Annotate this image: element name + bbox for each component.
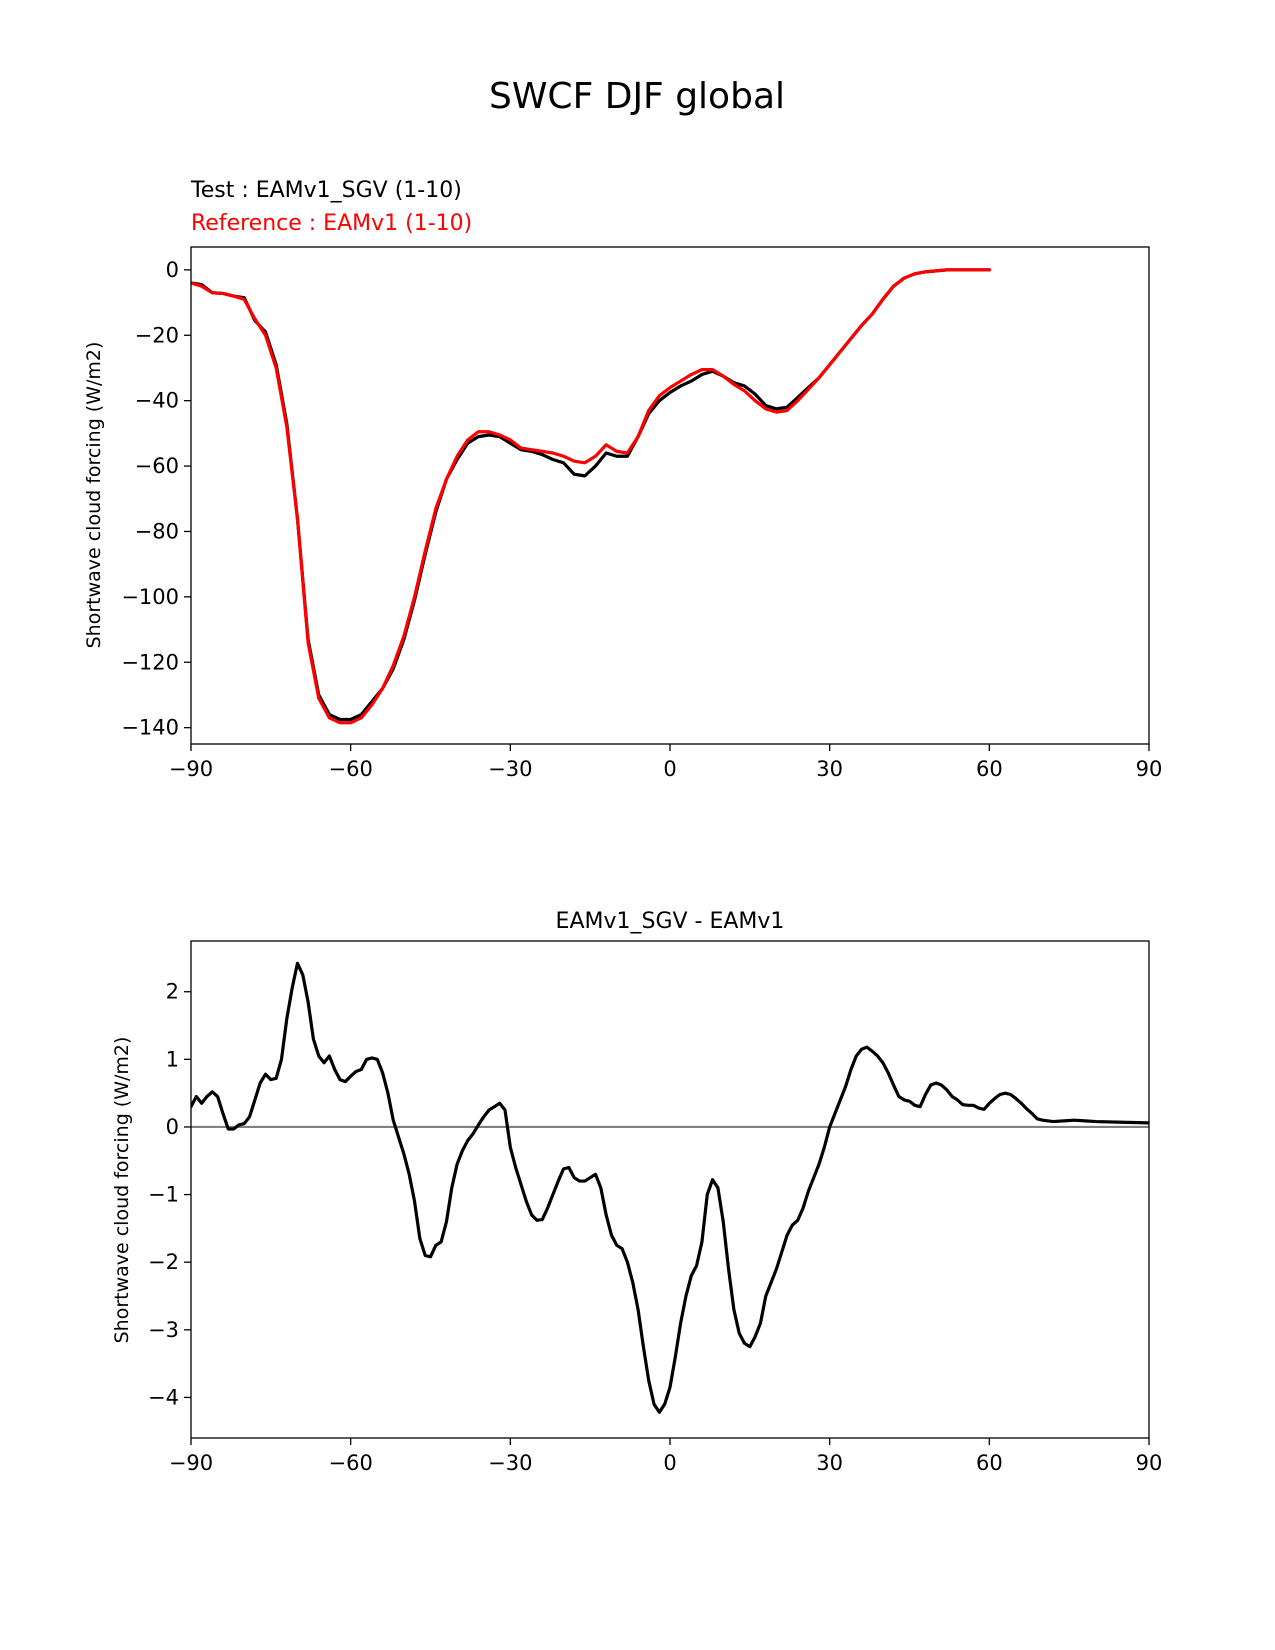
zonal-mean-x-axis: −90 −60 −30 0 30 60 90 xyxy=(169,744,1163,781)
difference-y-tick-label: −4 xyxy=(148,1385,179,1409)
figure-title: SWCF DJF global xyxy=(489,76,785,117)
difference-x-tick-label: 30 xyxy=(816,1451,843,1475)
zonal-mean-x-tick-label: −60 xyxy=(329,757,373,781)
difference-x-tick-label: 60 xyxy=(976,1451,1003,1475)
zonal-mean-panel: Test : EAMv1_SGV (1-10) Reference : EAMv… xyxy=(83,178,1162,781)
difference-x-tick-label: −60 xyxy=(329,1451,373,1475)
difference-x-axis: −90 −60 −30 0 30 60 90 xyxy=(169,1438,1163,1475)
zonal-mean-y-tick-label: −100 xyxy=(121,585,179,609)
zonal-mean-series xyxy=(191,268,991,725)
difference-x-tick-label: 0 xyxy=(663,1451,676,1475)
difference-y-tick-label: 1 xyxy=(166,1047,179,1071)
legend-test: Test : EAMv1_SGV (1-10) xyxy=(190,178,462,203)
difference-x-tick-label: −30 xyxy=(488,1451,532,1475)
zonal-mean-y-tick-label: −140 xyxy=(121,716,179,740)
zonal-mean-y-tick-label: −20 xyxy=(135,323,179,347)
zonal-mean-x-tick-label: 30 xyxy=(816,757,843,781)
zonal-mean-y-tick-label: −60 xyxy=(135,454,179,478)
zonal-mean-x-tick-label: −90 xyxy=(169,757,213,781)
zonal-mean-y-tick-label: −80 xyxy=(135,519,179,543)
difference-y-tick-label: 2 xyxy=(166,980,179,1004)
zonal-mean-series-line-1 xyxy=(191,268,991,725)
difference-y-tick-label: −2 xyxy=(148,1250,179,1274)
difference-y-tick-label: 0 xyxy=(166,1115,179,1139)
zonal-mean-x-tick-label: 0 xyxy=(663,757,676,781)
zonal-mean-y-tick-label: −120 xyxy=(121,650,179,674)
difference-panel: EAMv1_SGV - EAMv1 −90 −60 −30 0 30 60 90 2 1 0 −1… xyxy=(111,909,1162,1475)
difference-y-tick-label: −1 xyxy=(148,1183,179,1207)
difference-series-line-0 xyxy=(191,961,1149,1414)
difference-title: EAMv1_SGV - EAMv1 xyxy=(556,909,785,934)
difference-y-tick-label: −3 xyxy=(148,1318,179,1342)
difference-series xyxy=(191,961,1149,1414)
difference-y-axis: 2 1 0 −1 −2 −3 −4 xyxy=(148,980,191,1409)
difference-x-tick-label: −90 xyxy=(169,1451,213,1475)
zonal-mean-y-tick-label: −40 xyxy=(135,389,179,413)
zonal-mean-x-tick-label: 60 xyxy=(976,757,1003,781)
zonal-mean-y-axis-label: Shortwave cloud forcing (W/m2) xyxy=(83,342,105,649)
difference-x-tick-label: 90 xyxy=(1136,1451,1163,1475)
difference-y-axis-label: Shortwave cloud forcing (W/m2) xyxy=(111,1037,133,1344)
zonal-mean-x-tick-label: 90 xyxy=(1136,757,1163,781)
legend-reference: Reference : EAMv1 (1-10) xyxy=(191,211,472,236)
zonal-mean-y-axis: 0 −20 −40 −60 −80 −100 −120 −140 xyxy=(121,258,191,740)
zonal-mean-y-tick-label: 0 xyxy=(166,258,179,282)
zonal-mean-x-tick-label: −30 xyxy=(488,757,532,781)
